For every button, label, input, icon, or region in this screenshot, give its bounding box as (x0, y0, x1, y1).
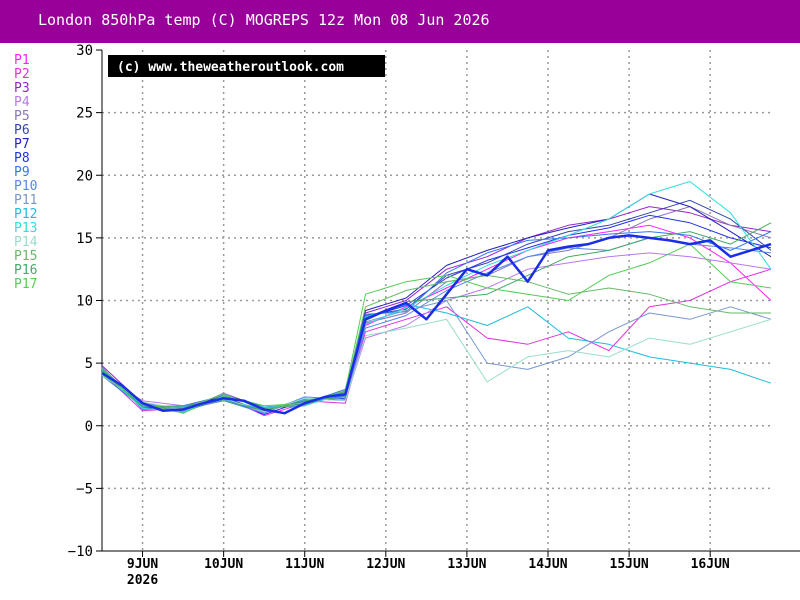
series-line-p1 (101, 224, 772, 417)
y-tick-label: 20 (76, 168, 93, 184)
copyright-text: (c) www.theweatheroutlook.com (117, 60, 344, 75)
series-line-p8 (101, 214, 772, 415)
legend-item-p5: P5 (14, 109, 30, 124)
x-tick-label: 16JUN (691, 557, 730, 572)
legend-item-p14: P14 (14, 235, 38, 250)
y-tick-label: 15 (76, 231, 93, 247)
series-layer (101, 181, 772, 417)
legend-item-p3: P3 (14, 81, 30, 96)
legend-item-p7: P7 (14, 137, 30, 152)
x-tick-label: 10JUN (204, 557, 243, 572)
series-line-p16 (101, 222, 772, 412)
series-line-p11 (101, 300, 772, 412)
x-tick-label: 13JUN (447, 557, 486, 572)
y-tick-label: 30 (76, 43, 93, 59)
x-tick-label: 9JUN (127, 557, 158, 572)
y-tick-label: 0 (85, 419, 93, 435)
legend-item-p11: P11 (14, 193, 38, 208)
x-tick-sublabel: 2026 (127, 573, 158, 588)
legend-item-p10: P10 (14, 179, 38, 194)
series-line-p17 (101, 243, 772, 414)
legend-item-p17: P17 (14, 277, 38, 292)
legend-item-p6: P6 (14, 123, 30, 138)
copyright-badge: (c) www.theweatheroutlook.com (108, 55, 385, 77)
y-tick-label: −5 (76, 481, 93, 497)
mean-line (101, 234, 772, 415)
legend-item-p1: P1 (14, 53, 30, 68)
x-tick-label: 12JUN (366, 557, 405, 572)
x-tick-label: 15JUN (610, 557, 649, 572)
y-tick-label: 5 (85, 356, 93, 372)
legend-item-p8: P8 (14, 151, 30, 166)
series-line-p2 (101, 268, 772, 412)
legend: P1 P2 P3 P4 P5 P6 P7 P8 P9 P10 P11 P12 P13 P14 P15 P16 P… (14, 54, 37, 292)
legend-item-p4: P4 (14, 95, 30, 110)
legend-item-p12: P12 (14, 207, 38, 222)
title-bar: London 850hPa temp (C) MOGREPS 12z Mon 0… (0, 0, 800, 43)
series-line-p10 (101, 237, 772, 414)
y-tick-label: −10 (68, 544, 93, 560)
x-tick-label: 11JUN (285, 557, 324, 572)
legend-item-p9: P9 (14, 165, 30, 180)
legend-item-p2: P2 (14, 67, 30, 82)
legend-item-p16: P16 (14, 263, 38, 278)
y-tick-label: 25 (76, 106, 93, 122)
copyright-background (108, 55, 385, 77)
series-line-p12 (101, 303, 772, 410)
series-line-p7 (101, 193, 772, 412)
chart-title: London 850hPa temp (C) MOGREPS 12z Mon 0… (38, 11, 490, 29)
y-tick-label: 10 (76, 294, 93, 310)
series-line-p14 (101, 318, 772, 413)
legend-item-p15: P15 (14, 249, 38, 264)
x-tick-label: 14JUN (528, 557, 567, 572)
legend-item-p13: P13 (14, 221, 38, 236)
series-line-p15 (101, 274, 771, 409)
series-line-p9 (101, 231, 772, 409)
